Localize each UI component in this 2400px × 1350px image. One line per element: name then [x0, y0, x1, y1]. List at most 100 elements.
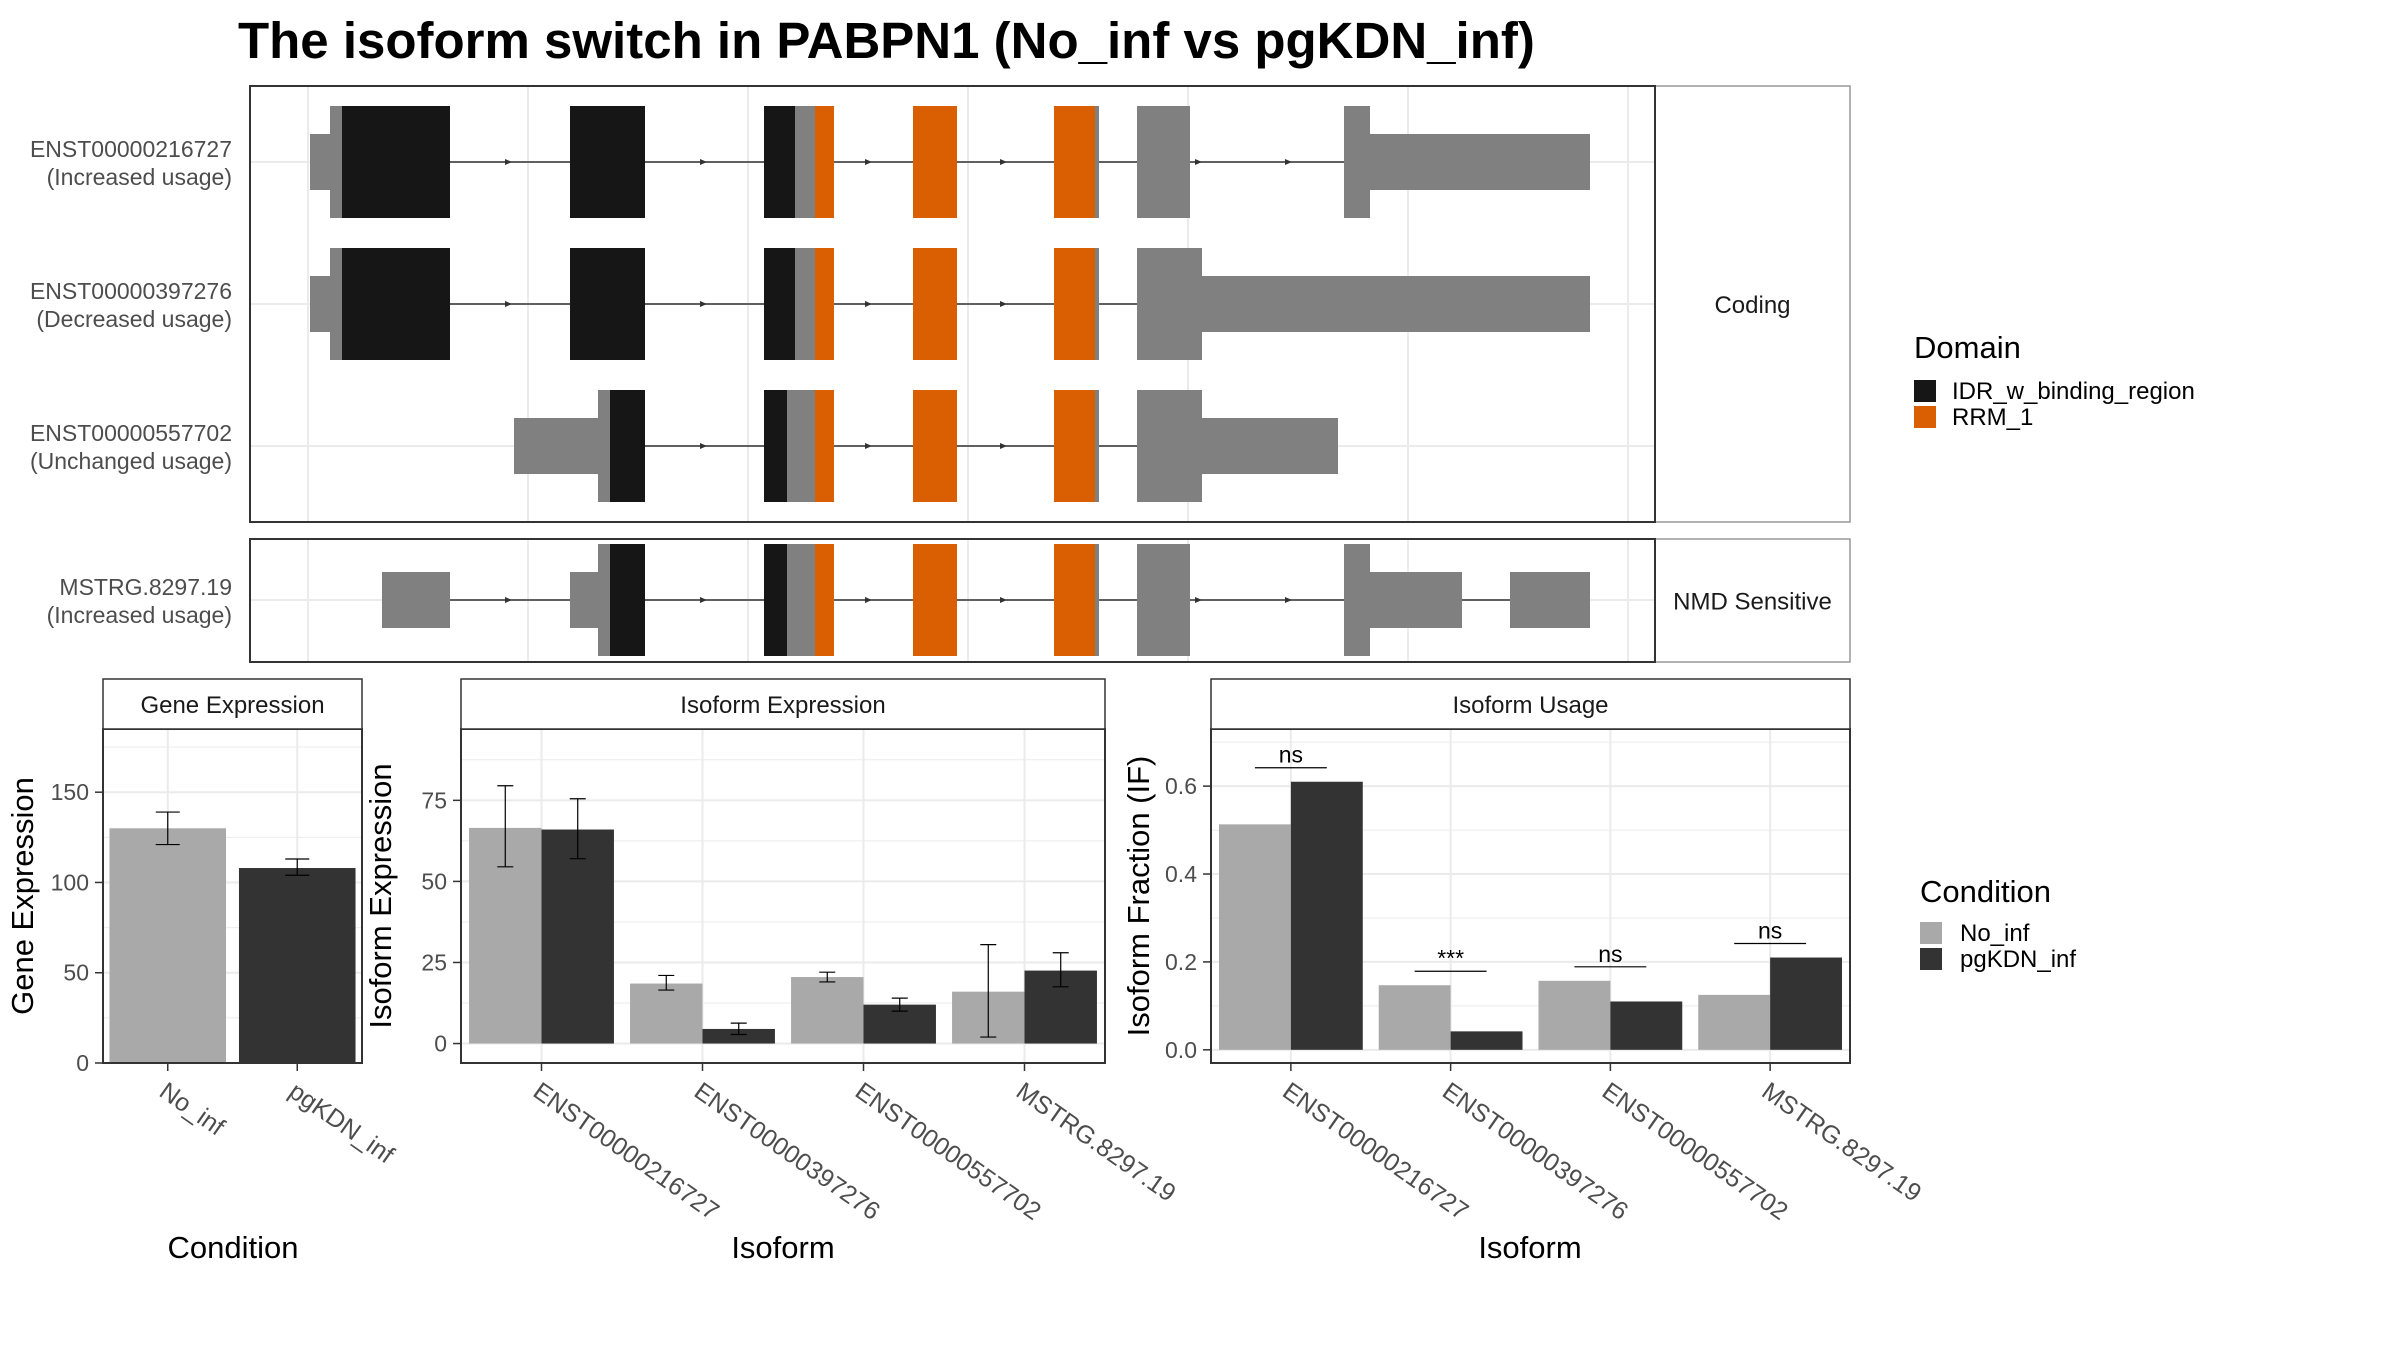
bar	[1770, 957, 1843, 1050]
y-tick-label: 100	[51, 869, 89, 895]
isoform-usage-label: (Unchanged usage)	[30, 448, 232, 474]
exon-rrm-domain	[1054, 544, 1095, 656]
exon-idr-domain	[342, 106, 450, 218]
y-tick-label: 0.6	[1165, 773, 1197, 799]
bar	[1538, 980, 1611, 1050]
exon-rrm-domain	[913, 248, 957, 360]
exon-rrm-domain	[815, 248, 834, 360]
exon-rrm-domain	[1054, 248, 1095, 360]
intron-direction-arrow	[505, 301, 512, 307]
legend-swatch	[1914, 406, 1936, 428]
exon-idr-domain	[764, 544, 787, 656]
exon-utr	[514, 418, 598, 474]
x-tick-label: pgKDN_inf	[284, 1077, 399, 1169]
bar	[1290, 781, 1363, 1050]
x-tick-label: MSTRG.8297.19	[1757, 1077, 1927, 1208]
y-tick-label: 25	[421, 949, 447, 975]
exon-idr-domain	[570, 248, 645, 360]
y-tick-label: 0	[434, 1031, 447, 1057]
exon-utr	[330, 106, 342, 218]
structure-panel-border	[249, 85, 1656, 523]
exon-utr	[1095, 390, 1099, 502]
structure-panel-border	[249, 538, 1656, 663]
legend-label: IDR_w_binding_region	[1952, 378, 2195, 405]
bar	[1610, 1001, 1683, 1050]
intron-direction-arrow	[700, 159, 707, 165]
intron-direction-arrow	[1000, 597, 1007, 603]
intron-direction-arrow	[700, 443, 707, 449]
intron-direction-arrow	[700, 301, 707, 307]
intron-direction-arrow	[1285, 597, 1292, 603]
exon-idr-domain	[764, 248, 795, 360]
exon-rrm-domain	[1054, 390, 1095, 502]
exon-utr	[310, 276, 330, 332]
isoform-id-label: ENST00000557702	[30, 420, 232, 446]
exon-idr-domain	[764, 106, 795, 218]
bar	[1378, 985, 1451, 1050]
exon-utr	[598, 390, 610, 502]
y-axis-label: Gene Expression	[5, 777, 40, 1015]
isoform-id-label: ENST00000216727	[30, 136, 232, 162]
chart-title: Isoform Expression	[680, 692, 885, 719]
exon-utr	[1510, 572, 1590, 628]
intron-direction-arrow	[505, 159, 512, 165]
isoform-usage-label: (Increased usage)	[47, 602, 232, 628]
bar	[1218, 824, 1291, 1050]
exon-idr-domain	[610, 544, 645, 656]
exon-idr-domain	[342, 248, 450, 360]
intron-direction-arrow	[700, 597, 707, 603]
intron-direction-arrow	[1000, 443, 1007, 449]
exon-utr	[1137, 544, 1190, 656]
legend-swatch	[1920, 948, 1942, 970]
exon-utr	[330, 248, 342, 360]
significance-label: ns	[1598, 941, 1622, 967]
y-tick-label: 0.0	[1165, 1037, 1197, 1063]
figure-title: The isoform switch in PABPN1 (No_inf vs …	[238, 12, 1535, 69]
x-tick-label: MSTRG.8297.19	[1011, 1077, 1181, 1208]
chart-title: Gene Expression	[140, 692, 324, 719]
x-axis-label: Condition	[168, 1230, 299, 1265]
exon-rrm-domain	[913, 106, 957, 218]
exon-utr	[1137, 390, 1202, 502]
exon-rrm-domain	[815, 106, 834, 218]
y-tick-label: 0.4	[1165, 861, 1197, 887]
expression-charts: Gene Expression 0 50 100 150 No_inf pgKDN_inf C…	[5, 678, 1927, 1265]
y-tick-label: 75	[421, 787, 447, 813]
exon-utr	[1095, 544, 1099, 656]
intron-direction-arrow	[865, 597, 872, 603]
exon-utr	[1095, 248, 1099, 360]
facet-strip-label: NMD Sensitive	[1673, 589, 1832, 616]
legend-label: RRM_1	[1952, 404, 2033, 431]
intron-direction-arrow	[865, 159, 872, 165]
exon-utr	[570, 572, 598, 628]
bar	[630, 983, 703, 1044]
exon-utr	[1370, 134, 1590, 190]
exon-utr	[598, 544, 610, 656]
facet-strip	[1654, 538, 1851, 663]
chart-title-strip	[460, 678, 1106, 730]
facet-strip	[1654, 85, 1851, 523]
x-tick-label: No_inf	[154, 1077, 229, 1141]
domain-legend-title: Domain	[1914, 330, 2021, 365]
exon-utr	[1137, 106, 1190, 218]
intron-direction-arrow	[1195, 597, 1202, 603]
y-tick-label: 50	[63, 960, 89, 986]
exon-utr	[795, 248, 815, 360]
significance-label: ns	[1279, 742, 1303, 768]
exon-idr-domain	[764, 390, 787, 502]
condition-legend-title: Condition	[1920, 874, 2051, 909]
exon-utr	[787, 544, 815, 656]
legend-swatch	[1914, 380, 1936, 402]
bar	[238, 868, 356, 1063]
isoform-usage-label: (Increased usage)	[47, 164, 232, 190]
exon-rrm-domain	[815, 544, 834, 656]
exon-utr	[787, 390, 815, 502]
legend-label: No_inf	[1960, 920, 2030, 947]
isoform-id-label: ENST00000397276	[30, 278, 232, 304]
exon-rrm-domain	[913, 390, 957, 502]
y-axis-label: Isoform Expression	[363, 763, 398, 1028]
legend-swatch	[1920, 922, 1942, 944]
